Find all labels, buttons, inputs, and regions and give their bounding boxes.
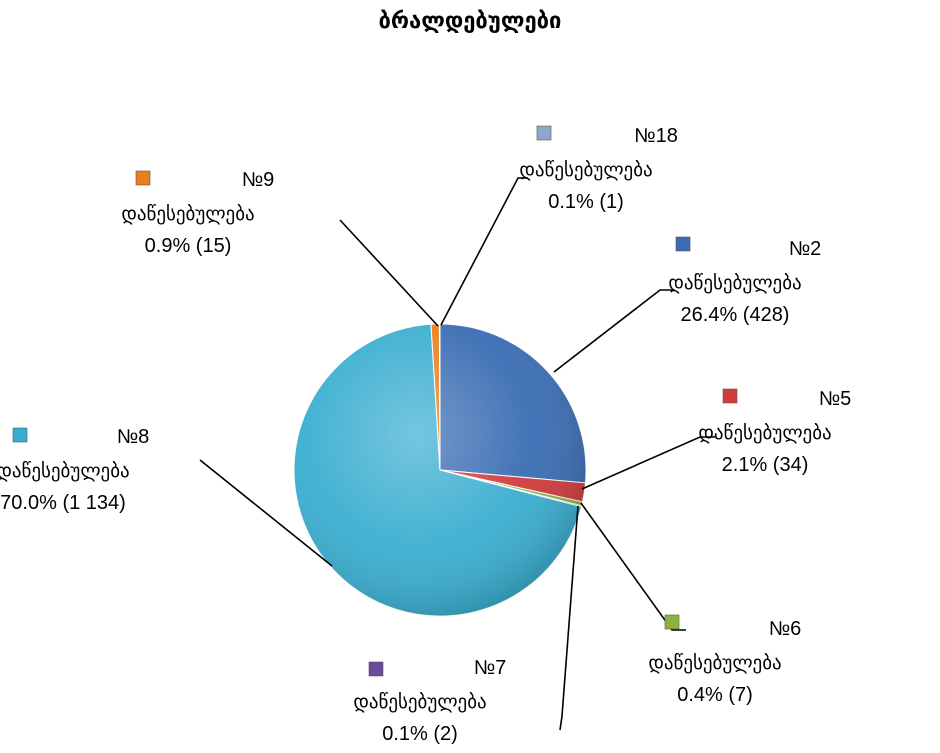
slice-label-value: 0.9% (15) (145, 235, 232, 257)
slice-label-name: დაწესებულება (698, 422, 831, 444)
leader-line (339, 219, 439, 327)
leader-line (199, 459, 333, 567)
slice-label-number: №9 (242, 169, 275, 191)
pie-slices (293, 323, 587, 617)
slice-label-value: 0.1% (1) (548, 191, 624, 213)
leader-line (553, 289, 675, 373)
slice-label-number: №8 (117, 426, 150, 448)
slice-label-value: 0.4% (7) (677, 684, 753, 706)
leader-line (559, 505, 579, 731)
label-color-key (536, 125, 552, 141)
slice-label-value: 26.4% (428) (681, 304, 790, 326)
chart-title: ბრალდებულები (379, 9, 562, 34)
slice-label-name: დაწესებულება (648, 652, 781, 674)
slice-label-value: 70.0% (1 134) (0, 492, 126, 514)
pie-slice (438, 323, 441, 471)
label-color-key (664, 614, 680, 630)
leader-line (580, 502, 686, 631)
slice-label-name: დაწესებულება (519, 159, 652, 181)
leader-line (581, 436, 715, 490)
slice-label-number: №18 (634, 125, 678, 147)
slice-label-value: 0.1% (2) (382, 723, 458, 745)
slice-label-number: №7 (474, 657, 507, 679)
data-labels: №2 დაწესებულება 26.4% (428) №5 დაწესებულება 2… (0, 125, 851, 745)
pie-slice (439, 323, 587, 484)
label-color-key (368, 661, 384, 677)
slice-label-number: №2 (789, 238, 822, 260)
leader-lines (199, 177, 715, 731)
slice-label-name: დაწესებულება (0, 460, 130, 482)
slice-label-number: №6 (769, 618, 802, 640)
slice-label-name: დაწესებულება (353, 691, 486, 713)
slice-label-number: №5 (819, 388, 852, 410)
slice-label-value: 2.1% (34) (722, 454, 809, 476)
label-color-key (135, 170, 151, 186)
leader-line (440, 177, 528, 326)
label-color-key (12, 427, 28, 443)
label-color-key (722, 388, 738, 404)
label-color-key (675, 236, 691, 252)
slice-label-name: დაწესებულება (121, 203, 254, 225)
slice-label-name: დაწესებულება (668, 272, 801, 294)
